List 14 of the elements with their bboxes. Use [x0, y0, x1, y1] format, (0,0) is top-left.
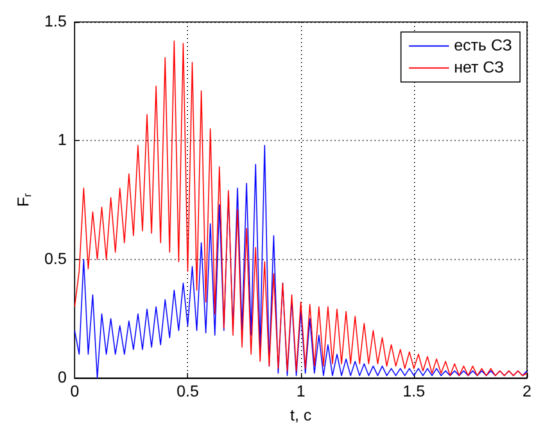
x-tick-label: 1: [296, 384, 306, 400]
legend-label: есть СЗ: [454, 38, 512, 54]
line-series: [74, 40, 528, 376]
y-tick-label: 0.5: [44, 250, 67, 268]
x-tick-label: 0: [70, 384, 80, 400]
y-tick-label: 1: [58, 132, 67, 150]
y-tick-label: 1.5: [44, 14, 67, 30]
x-tick-label: 0.5: [176, 384, 199, 400]
y-axis-title: Fr: [16, 192, 34, 207]
legend-label: нет СЗ: [454, 60, 504, 76]
x-tick-label: 2: [522, 384, 532, 400]
y-tick-label: 0: [58, 370, 67, 386]
x-tick-label: 1.5: [402, 384, 426, 400]
x-axis-title: t, c: [290, 408, 312, 424]
